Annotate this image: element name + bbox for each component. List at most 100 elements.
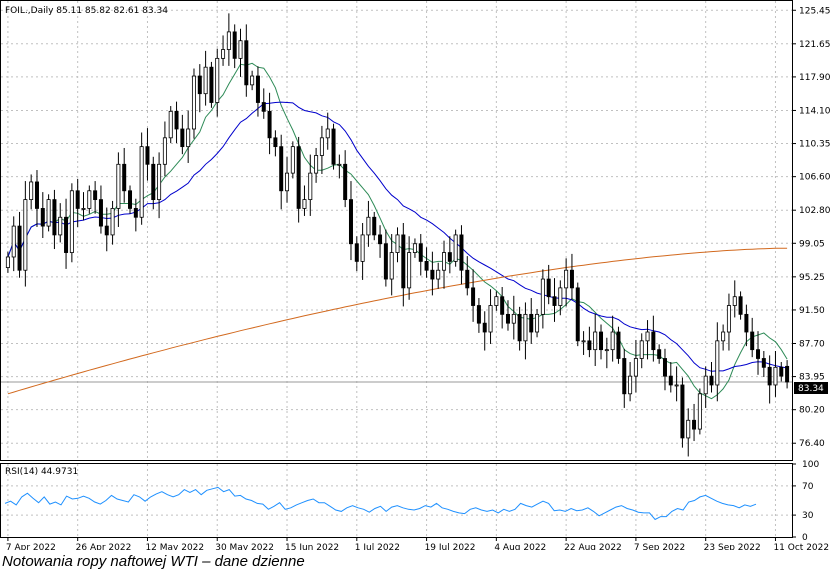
candle bbox=[465, 256, 470, 296]
price-tick-label: 91.50 bbox=[799, 306, 825, 316]
candle bbox=[657, 344, 662, 364]
candle bbox=[511, 295, 516, 340]
candle bbox=[180, 114, 185, 155]
candle bbox=[488, 289, 493, 344]
price-tick-label: 106.60 bbox=[799, 173, 830, 183]
candle bbox=[133, 198, 138, 232]
candle bbox=[418, 234, 423, 276]
price-tick-label: 102.80 bbox=[799, 206, 830, 216]
candle bbox=[308, 154, 313, 216]
candle bbox=[500, 286, 505, 329]
date-axis: 7 Apr 2022 26 Apr 2022 12 May 2022 30 May 2… bbox=[6, 537, 829, 550]
candle bbox=[290, 141, 295, 179]
candle bbox=[116, 152, 121, 227]
price-tick-label: 110.35 bbox=[799, 140, 830, 150]
candle bbox=[128, 185, 133, 214]
candle bbox=[587, 326, 592, 358]
candle bbox=[93, 181, 98, 214]
candle bbox=[662, 348, 667, 391]
price-tick-label: 121.65 bbox=[799, 40, 830, 50]
candle bbox=[337, 154, 342, 179]
date-tick-label: 15 Jun 2022 bbox=[285, 543, 339, 550]
candle bbox=[11, 216, 16, 272]
candle bbox=[325, 112, 330, 150]
candle bbox=[610, 315, 615, 362]
price-axis: 125.45 121.65 117.90 114.10 110.35 106.60 102.… bbox=[792, 6, 830, 449]
candle bbox=[721, 324, 726, 351]
candle bbox=[314, 147, 319, 183]
candle bbox=[436, 262, 441, 289]
candle bbox=[686, 408, 691, 457]
candle bbox=[674, 366, 679, 402]
candle bbox=[238, 28, 243, 77]
candle bbox=[692, 403, 697, 442]
date-tick-label: 7 Apr 2022 bbox=[6, 543, 56, 550]
candle bbox=[476, 298, 481, 333]
candle bbox=[523, 302, 528, 360]
rsi-panel-frame bbox=[0, 463, 793, 538]
price-panel-frame bbox=[0, 0, 793, 461]
chart-header: FOIL.,Daily 85.11 85.82 82.61 83.34 bbox=[5, 6, 168, 16]
rsi-tick-label: 70 bbox=[802, 482, 814, 492]
candle bbox=[110, 200, 115, 245]
rsi-label: RSI(14) 44.9731 bbox=[5, 467, 78, 477]
date-tick-label: 23 Sep 2022 bbox=[704, 543, 761, 550]
candle bbox=[215, 48, 220, 117]
candle bbox=[581, 331, 586, 355]
candle bbox=[58, 203, 63, 243]
date-tick-label: 22 Aug 2022 bbox=[564, 543, 622, 550]
candle bbox=[482, 311, 487, 351]
candle bbox=[174, 101, 179, 144]
price-tick-label: 99.05 bbox=[799, 239, 825, 249]
candle bbox=[424, 247, 429, 278]
price-tick-label: 114.10 bbox=[799, 106, 830, 116]
candle bbox=[104, 207, 109, 252]
candle bbox=[517, 306, 522, 351]
date-tick-label: 26 Apr 2022 bbox=[76, 543, 132, 550]
candle bbox=[645, 320, 650, 360]
candle bbox=[761, 350, 766, 378]
candle bbox=[366, 200, 371, 247]
price-tick-label: 95.25 bbox=[799, 273, 825, 283]
candle bbox=[412, 238, 417, 258]
candlestick-series bbox=[5, 13, 790, 457]
candle bbox=[5, 251, 10, 273]
candle bbox=[593, 313, 598, 366]
candle bbox=[430, 251, 435, 296]
candle bbox=[453, 229, 458, 267]
rsi-series bbox=[4, 486, 757, 521]
price-tick-label: 87.70 bbox=[799, 339, 825, 349]
candle bbox=[622, 348, 627, 408]
price-tick-label: 76.40 bbox=[799, 439, 825, 449]
candle bbox=[296, 136, 301, 223]
candle bbox=[319, 125, 324, 175]
candle bbox=[98, 185, 103, 234]
candle bbox=[599, 324, 604, 360]
sma-slow-line bbox=[7, 247, 788, 395]
date-tick-label: 12 May 2022 bbox=[145, 543, 204, 550]
candle bbox=[203, 50, 208, 106]
price-tick-label: 83.95 bbox=[799, 373, 825, 383]
rsi-tick-label: 0 bbox=[802, 533, 808, 543]
candle bbox=[244, 24, 249, 97]
chart-canvas: 125.45 121.65 117.90 114.10 110.35 106.60 102.… bbox=[0, 0, 830, 550]
candle bbox=[703, 366, 708, 408]
candle bbox=[535, 309, 540, 338]
date-tick-label: 7 Sep 2022 bbox=[634, 543, 685, 550]
candle bbox=[139, 132, 144, 225]
candle bbox=[715, 322, 720, 402]
candle bbox=[569, 253, 574, 300]
candle bbox=[604, 337, 609, 369]
candle bbox=[197, 64, 202, 113]
candle bbox=[285, 156, 290, 203]
candle bbox=[378, 225, 383, 258]
candle bbox=[389, 234, 394, 296]
rsi-grid bbox=[1, 464, 792, 537]
candle bbox=[52, 189, 57, 250]
candle bbox=[785, 360, 790, 389]
candle bbox=[23, 181, 28, 287]
candle bbox=[447, 236, 452, 274]
candle bbox=[697, 388, 702, 435]
candle bbox=[267, 92, 272, 155]
candle bbox=[546, 264, 551, 305]
